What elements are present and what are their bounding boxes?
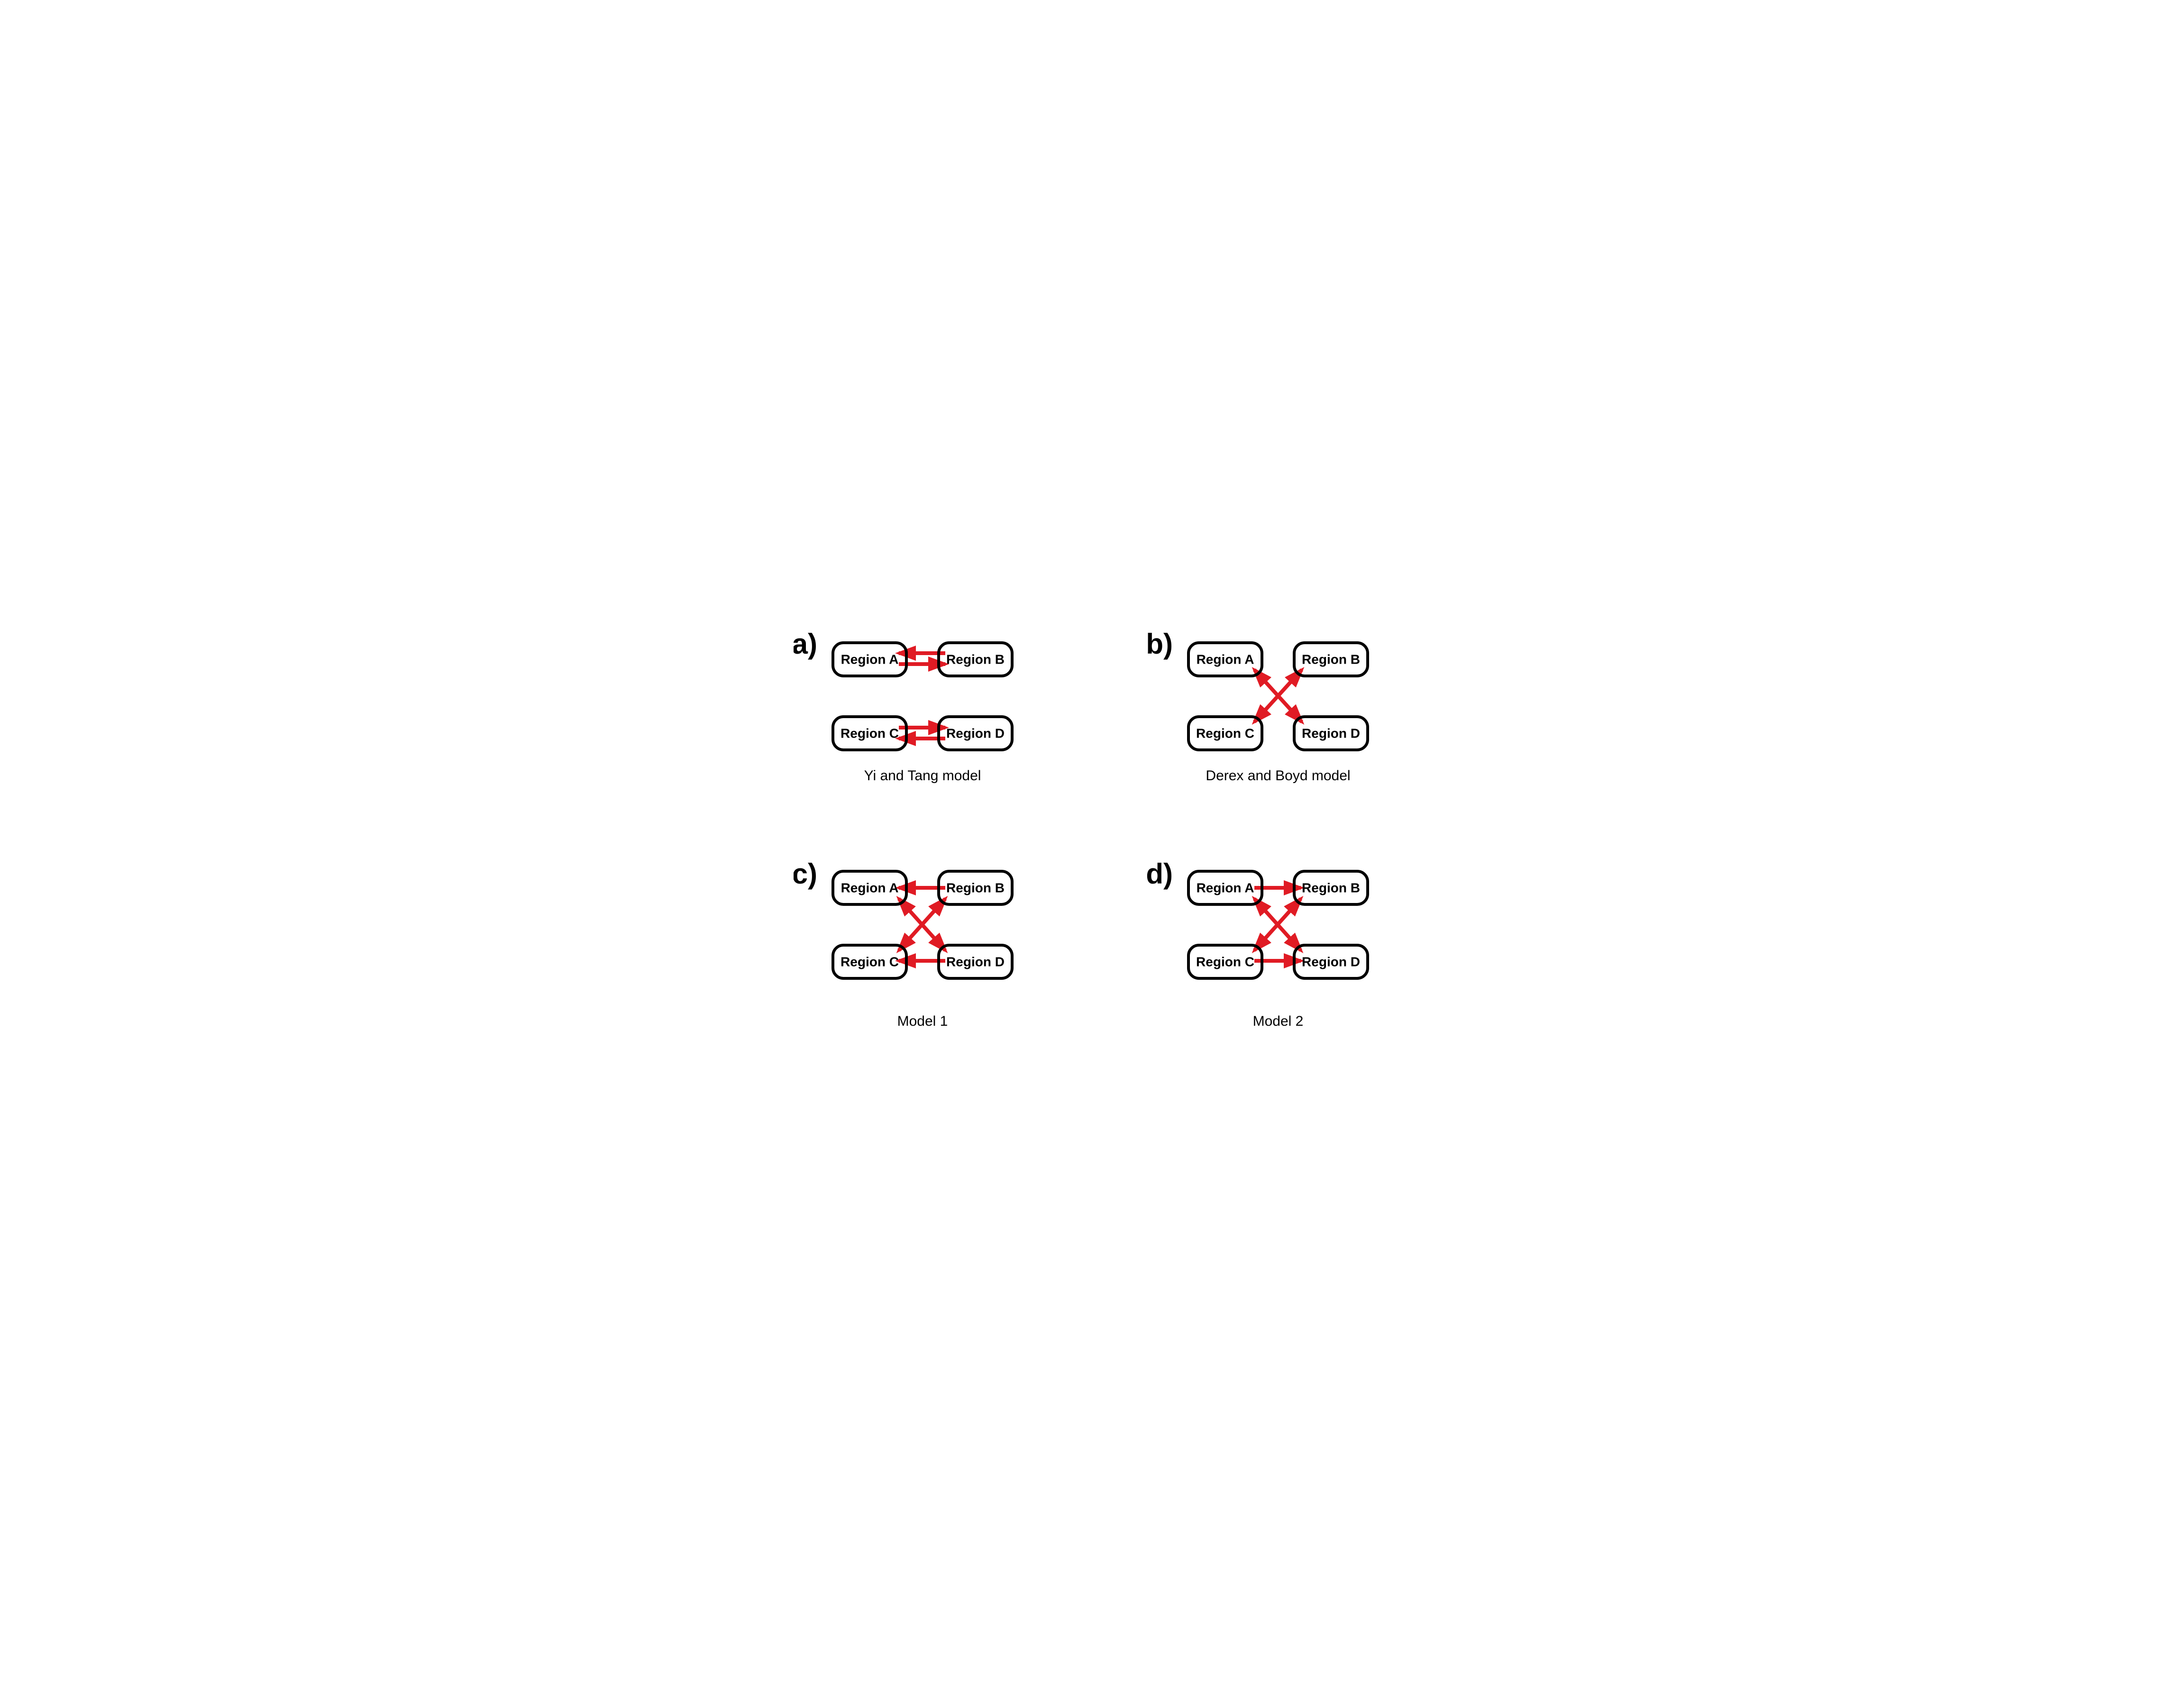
panel-caption-a: Yi and Tang model: [864, 768, 981, 784]
node-label-a4: Region D: [946, 726, 1005, 740]
panel-d: d) Region A Region B Region C Region D Model …: [1146, 858, 1368, 1029]
node-label-b3: Region C: [1196, 726, 1254, 740]
panel-c: c) Region A Region B Region C Region D Model …: [794, 858, 1012, 1029]
node-label-a1: Region A: [841, 652, 898, 666]
node-label-a2: Region B: [946, 652, 1005, 666]
node-label-c1: Region A: [841, 880, 898, 895]
panel-label-b: b): [1146, 628, 1173, 660]
panel-label-d: d): [1146, 858, 1173, 890]
panel-label-c: c): [794, 858, 817, 890]
node-label-c4: Region D: [946, 954, 1005, 969]
panel-caption-b: Derex and Boyd model: [1206, 768, 1350, 784]
panel-caption-c: Model 1: [897, 1013, 948, 1029]
node-label-b2: Region B: [1302, 652, 1360, 666]
panel-a: a) Region A Region B Region C Region D Yi and…: [794, 628, 1012, 784]
node-label-d2: Region B: [1302, 880, 1360, 895]
node-label-c3: Region C: [841, 954, 899, 969]
diagram-canvas: a) Region A Region B Region C Region D Yi and…: [794, 613, 1391, 1074]
panel-caption-d: Model 2: [1252, 1013, 1303, 1029]
node-label-d1: Region A: [1196, 880, 1254, 895]
node-label-c2: Region B: [946, 880, 1005, 895]
panel-b: b) Region A Region B Region C Region D Derex …: [1146, 628, 1368, 784]
node-label-d4: Region D: [1302, 954, 1360, 969]
node-label-d3: Region C: [1196, 954, 1254, 969]
node-label-b1: Region A: [1196, 652, 1254, 666]
node-label-a3: Region C: [841, 726, 899, 740]
panel-label-a: a): [794, 628, 817, 660]
node-label-b4: Region D: [1302, 726, 1360, 740]
